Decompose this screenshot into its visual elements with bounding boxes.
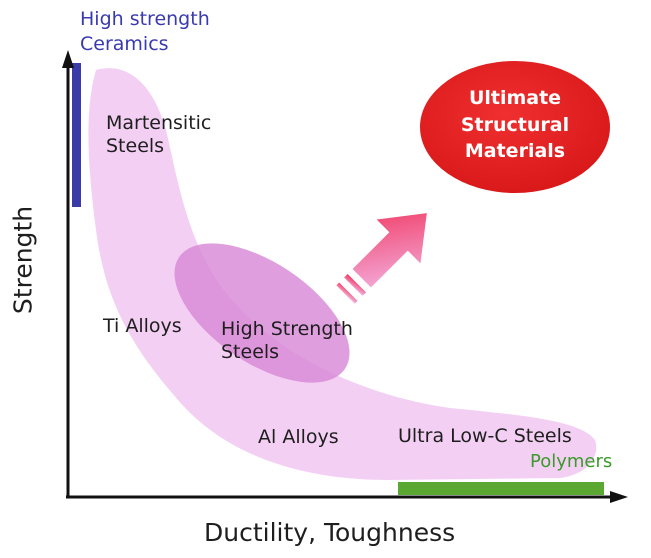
ti-alloys-label: Ti Alloys: [103, 315, 182, 337]
martensitic-steels-label: Martensitic Steels: [106, 112, 211, 158]
al-alloys-label: Al Alloys: [258, 426, 339, 448]
y-axis-arrowhead: [62, 50, 74, 68]
ceramics-bar: [72, 63, 81, 207]
ultimate-line2: Structural: [460, 113, 570, 136]
high-strength-steels-line2: Steels: [221, 341, 280, 364]
ceramics-label: High strength Ceramics: [80, 7, 210, 56]
martensitic-label-line1: Martensitic: [106, 112, 212, 134]
x-axis-label: Ductility, Toughness: [204, 518, 456, 547]
improvement-arrow-icon: [336, 213, 427, 304]
polymers-bar: [398, 482, 604, 495]
ultra-low-c-steels-label: Ultra Low-C Steels: [398, 425, 572, 447]
ultimate-line1: Ultimate: [468, 87, 562, 109]
ultimate-materials-label: Ultimate Structural Materials: [440, 85, 590, 165]
high-strength-steels-line1: High Strength: [221, 318, 353, 340]
polymers-label: Polymers: [530, 451, 613, 472]
y-axis-label: Strength: [8, 205, 38, 315]
high-strength-steels-label: High Strength Steels: [221, 318, 353, 364]
ceramics-label-line2: Ceramics: [80, 32, 169, 55]
high-strength-steels-region: [174, 243, 350, 383]
ultimate-materials-ellipse: [420, 61, 610, 193]
ultimate-line3: Materials: [464, 140, 566, 163]
material-band: [88, 68, 597, 480]
x-axis-arrowhead: [610, 491, 628, 503]
martensitic-label-line2: Steels: [106, 135, 165, 158]
ceramics-label-line1: High strength: [80, 8, 210, 30]
